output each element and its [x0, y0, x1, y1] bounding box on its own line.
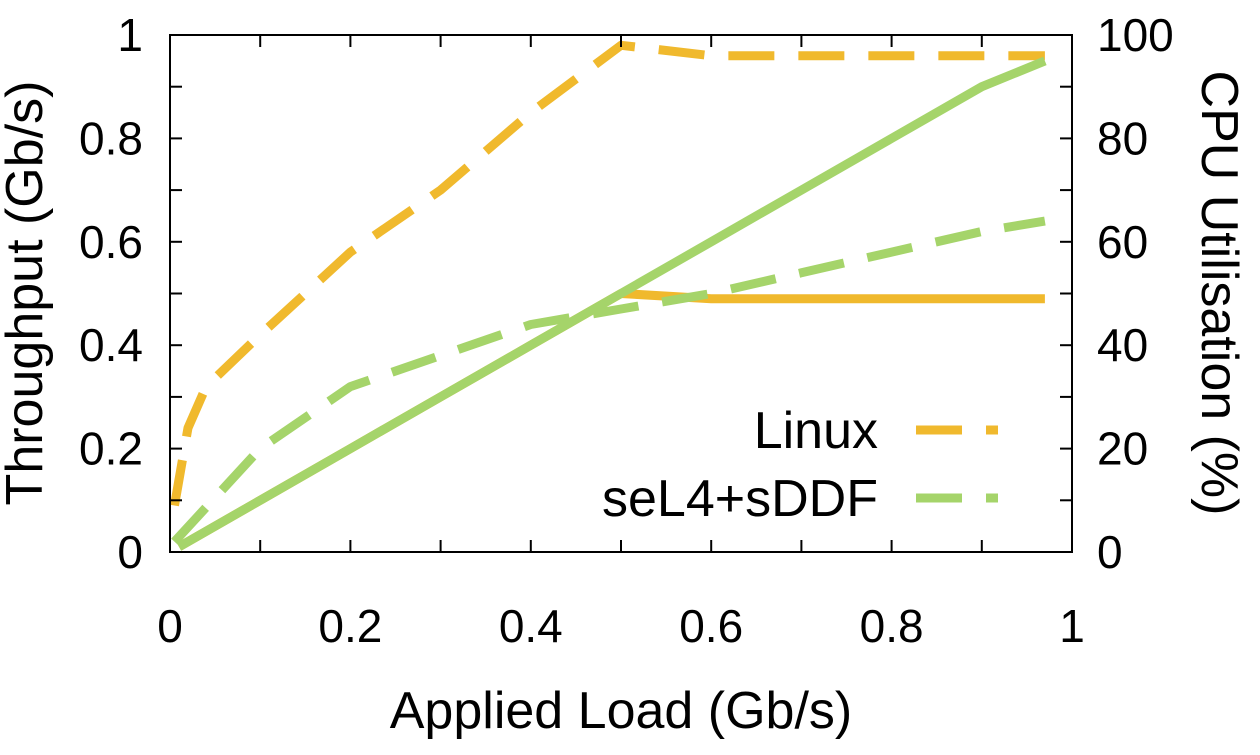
y-tick-label: 0.4 [79, 319, 143, 371]
series-layer [170, 40, 1047, 551]
y-tick-label: 0.6 [79, 216, 143, 268]
x-axis-title: Applied Load (Gb/s) [390, 682, 853, 740]
y2-tick-label: 20 [1097, 423, 1148, 475]
y2-tick-label: 60 [1097, 216, 1148, 268]
y-axis-title: Throughput (Gb/s) [0, 81, 54, 506]
legend-layer: Linux seL4+sDDF [602, 402, 998, 528]
x-tick-label: 0.4 [499, 600, 563, 652]
x-tick-label: 1 [1059, 600, 1085, 652]
series-line-sel4-sddf-cpu-utilisation [171, 216, 1046, 545]
series-line-linux-cpu-utilisation [170, 40, 1045, 507]
y2-tick-label: 100 [1097, 9, 1174, 61]
y2-tick-label: 0 [1097, 526, 1123, 578]
y2-axis-title: CPU Utilisation (%) [1190, 71, 1248, 516]
legend-label-sel4-sddf: seL4+sDDF [602, 470, 878, 528]
y2-tick-label: 40 [1097, 319, 1148, 371]
y-tick-label: 0.8 [79, 112, 143, 164]
x-tick-label: 0 [157, 600, 183, 652]
y2-tick-label: 80 [1097, 112, 1148, 164]
series-line-sel4-sddf-throughput [176, 56, 1047, 551]
y-tick-label: 0 [117, 526, 143, 578]
x-tick-label: 0.8 [860, 600, 924, 652]
y-tick-label: 1 [117, 9, 143, 61]
y-tick-label: 0.2 [79, 423, 143, 475]
x-tick-label: 0.2 [318, 600, 382, 652]
x-tick-label: 0.6 [679, 600, 743, 652]
legend-label-linux: Linux [754, 402, 878, 460]
